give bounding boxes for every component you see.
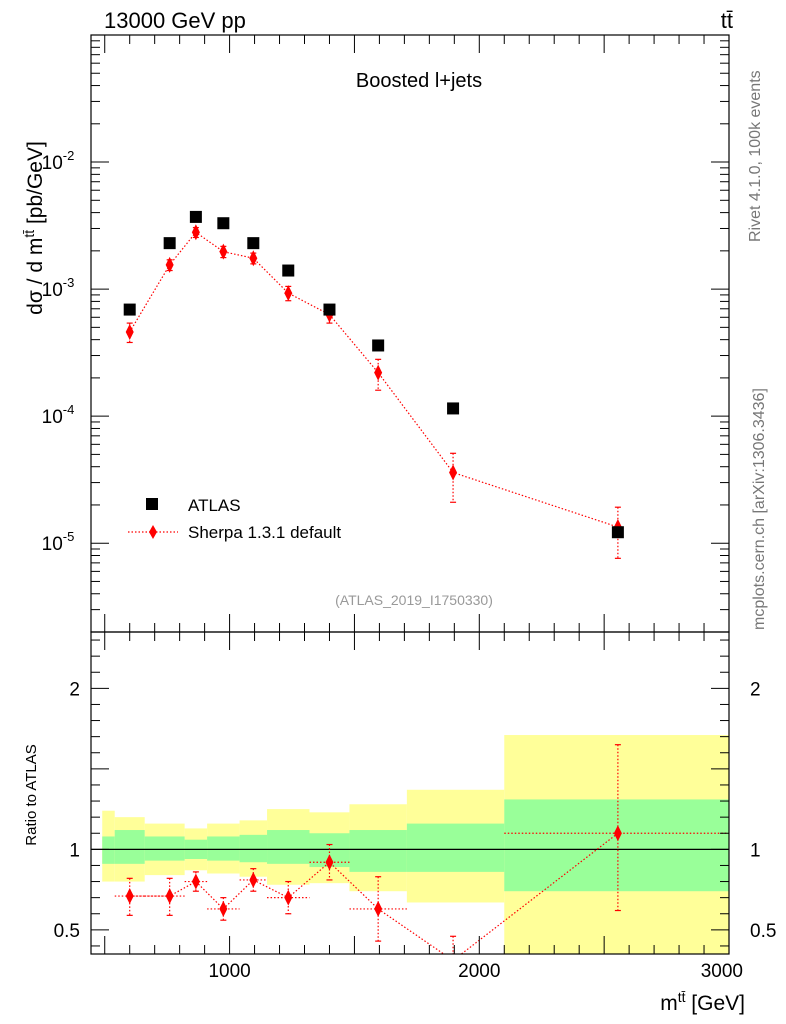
energy-label: 13000 GeV pp [104, 8, 246, 33]
sherpa-point [284, 285, 293, 302]
atlas-point [372, 339, 385, 352]
uncertainty-band-inner [207, 836, 240, 861]
atlas-point [189, 210, 202, 223]
analysis-id-label: (ATLAS_2019_I1750330) [335, 592, 493, 608]
ratio-y-tick-label: 2 [69, 679, 80, 700]
process-label: tt̄ [721, 8, 733, 33]
ratio-sherpa-point [325, 854, 334, 871]
main-panel: 10-5 10-4 10-3 10-2 Boosted l+jets (ATLAS_2… [21, 34, 730, 633]
sherpa-point [125, 323, 134, 340]
sherpa-point [249, 250, 258, 267]
atlas-point [123, 303, 136, 316]
legend-sherpa-marker [149, 525, 157, 539]
sherpa-point [219, 243, 228, 260]
uncertainty-band-inner [144, 836, 185, 861]
atlas-point [163, 237, 176, 250]
ratio-y-axis-title: Ratio to ATLAS [23, 744, 40, 845]
ratio-sherpa-point [374, 900, 383, 917]
rivet-version-label: Rivet 4.1.0, 100k events [747, 70, 764, 242]
ratio-sherpa-point [191, 873, 200, 890]
atlas-point [611, 526, 624, 539]
legend-sherpa-label: Sherpa 1.3.1 default [188, 523, 341, 542]
ratio-y-tick-label-right: 1 [750, 840, 761, 861]
uncertainty-band-inner [349, 830, 407, 872]
ratio-sherpa-point [613, 825, 622, 842]
x-tick-label: 1000 [208, 961, 250, 982]
atlas-point [247, 237, 260, 250]
ratio-y-tick-label: 0.5 [54, 921, 80, 942]
uncertainty-band-inner [504, 799, 729, 892]
x-tick-label: 3000 [701, 961, 743, 982]
ratio-panel: 0.5 0.5 1 1 2 2 1000 2000 3000 Ratio to ATLAS m… [23, 631, 776, 1015]
atlas-point [282, 264, 295, 277]
uncertainty-band-inner [267, 830, 310, 864]
atlas-point [323, 303, 336, 316]
atlas-point [217, 217, 230, 230]
ratio-y-tick-label-right: 2 [750, 679, 761, 700]
uncertainty-band-inner [102, 836, 115, 864]
legend-atlas-marker [146, 498, 158, 510]
ratio-sherpa-point [452, 952, 454, 954]
mcplots-label: mcplots.cern.ch [arXiv:1306.3436] [751, 388, 768, 630]
ratio-sherpa-point [249, 871, 258, 888]
sherpa-line [129, 231, 619, 528]
sherpa-point [374, 364, 383, 381]
x-tick-label: 2000 [458, 961, 500, 982]
sherpa-point [165, 256, 174, 273]
legend: ATLAS Sherpa 1.3.1 default [128, 496, 341, 542]
ratio-frame [90, 631, 730, 955]
x-axis-title: mtt̄ [GeV] [660, 989, 745, 1015]
legend-atlas-label: ATLAS [188, 496, 241, 515]
main-y-tick-label: 10-2 [42, 148, 75, 174]
main-y-tick-label: 10-4 [42, 402, 75, 428]
uncertainty-band-inner [114, 830, 145, 864]
atlas-point [447, 402, 460, 415]
main-frame [90, 34, 730, 633]
ratio-y-tick-label-right: 0.5 [750, 921, 776, 942]
ratio-sherpa-point [219, 900, 228, 917]
uncertainty-band-inner [239, 834, 268, 863]
main-y-tick-label: 10-3 [42, 275, 75, 301]
ratio-sherpa-point [125, 888, 134, 905]
chart-title: Boosted l+jets [356, 70, 482, 92]
sherpa-point [449, 464, 458, 481]
main-y-axis-title: dσ / d mtt̄ [pb/GeV] [21, 141, 47, 315]
uncertainty-band-inner [406, 823, 505, 872]
ratio-y-tick-label: 1 [69, 840, 80, 861]
ratio-sherpa-point [165, 888, 174, 905]
main-y-tick-label: 10-5 [42, 529, 75, 555]
sherpa-point [191, 224, 200, 241]
ratio-sherpa-point [284, 889, 293, 906]
